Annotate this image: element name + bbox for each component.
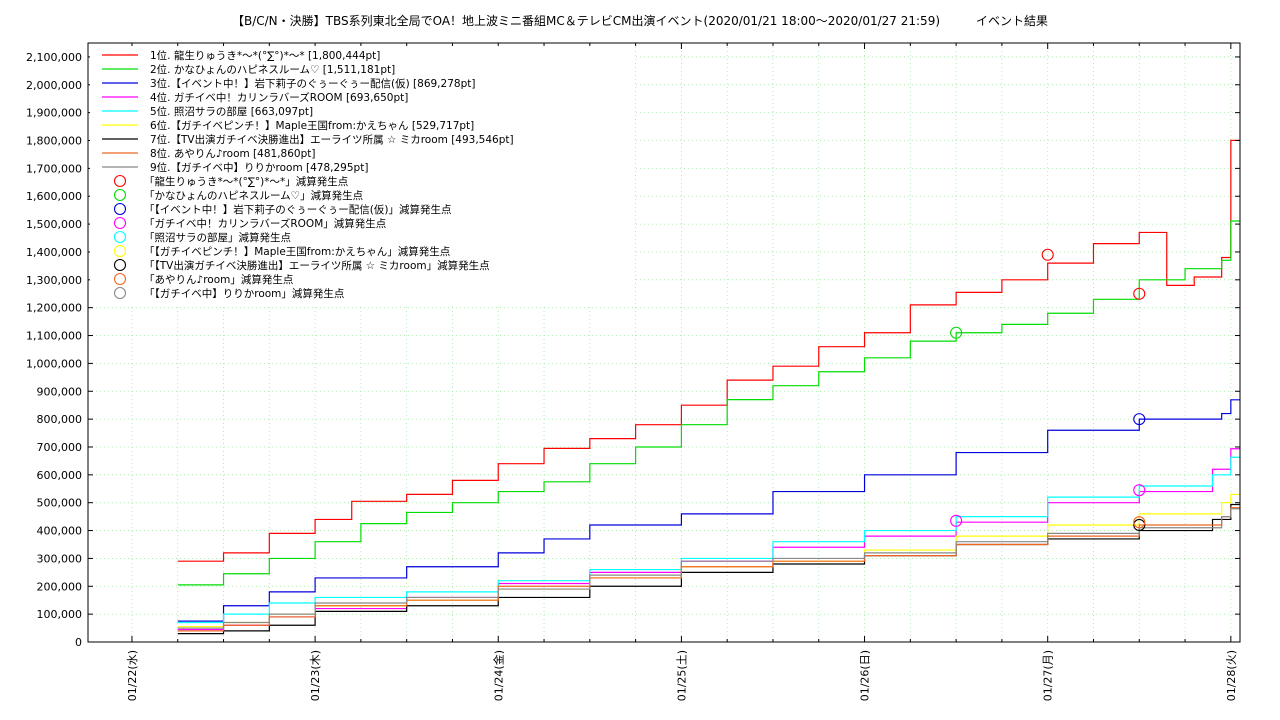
legend-marker-2: [113, 188, 127, 202]
y-tick-label: 1,200,000: [26, 302, 82, 315]
legend-label: 8位. あやりん♪room [481,860pt]: [150, 147, 315, 160]
legend-label: 1位. 龍生りゅうき*〜*(°∑°)*〜* [1,800,444pt]: [150, 49, 380, 62]
y-tick-label: 800,000: [37, 413, 83, 426]
legend-marker-9: [113, 286, 127, 300]
y-tick-label: 500,000: [37, 497, 83, 510]
y-tick-label: 0: [75, 636, 82, 649]
legend-marker-1: [113, 174, 127, 188]
drop-point-marker-7: [1133, 518, 1146, 532]
legend-label: 3位.【イベント中！】岩下莉子のぐぅーぐぅー配信(仮) [869,278pt]: [150, 77, 475, 90]
legend-label: 7位.【TV出演ガチイベ決勝進出】エーライツ所属 ☆ ミカroom [493,5…: [150, 133, 514, 146]
legend-label: 「あやりん♪room」減算発生点: [144, 273, 293, 286]
y-tick-label: 900,000: [37, 385, 83, 398]
drop-point-marker-3: [1133, 413, 1146, 426]
series-line-1: [177, 139, 1240, 562]
y-axis: 0 100,000 200,000 300,000 400,000 500,000 600,…: [26, 51, 1240, 649]
x-axis: 01/22(水) 01/23(木) 01/24(金) 01/25(土) 01/26(日)…: [126, 43, 1238, 701]
legend-background: [90, 46, 635, 304]
y-tick-label: 100,000: [37, 608, 83, 621]
legend-label: 「【ガチイベ中】りりかroom」減算発生点: [144, 287, 344, 300]
legend-label: 6位.【ガチイベピンチ！】Maple王国from:かえちゃん [529,717p…: [150, 119, 474, 132]
y-tick-label: 1,900,000: [26, 107, 82, 120]
y-tick-label: 600,000: [37, 469, 83, 482]
y-tick-label: 1,600,000: [26, 190, 82, 203]
legend-label: 「ガチイベ中！カリンラバーズROOM」減算発生点: [144, 217, 386, 230]
legend-label: 「龍生りゅうき*〜*(°∑°)*〜*」減算発生点: [144, 175, 348, 188]
legend-marker-8: [113, 272, 127, 286]
legend-label: 5位. 照沼サラの部屋 [663,097pt]: [150, 105, 313, 118]
series-line-5: [177, 456, 1240, 624]
series-line-7: [177, 503, 1240, 635]
series-line-9: [177, 508, 1240, 629]
x-tick-label: 01/28(火): [1225, 650, 1238, 701]
plot-frame: [87, 42, 1241, 643]
drop-point-markers: [950, 248, 1146, 532]
y-tick-label: 700,000: [37, 441, 83, 454]
chart-title: 【B/C/N・決勝】TBS系列東北全局でOA！地上波ミニ番組MC＆テレビCM出演…: [231, 14, 1049, 28]
legend-label: 「【TV出演ガチイベ決勝進出】エーライツ所属 ☆ ミカroom」減算発生点: [144, 259, 490, 272]
drop-point-marker-4: [1133, 484, 1146, 497]
y-tick-label: 2,100,000: [26, 51, 82, 64]
drop-point-marker-4: [950, 514, 963, 527]
legend-label: 「かなひょんのハピネスルーム♡」減算発生点: [144, 189, 363, 202]
y-tick-label: 1,300,000: [26, 274, 82, 287]
series-line-3: [177, 399, 1240, 622]
legend-label: 9位.【ガチイベ中】りりかroom [478,295pt]: [150, 161, 368, 174]
y-tick-label: 1,700,000: [26, 162, 82, 175]
legend: 1位. 龍生りゅうき*〜*(°∑°)*〜* [1,800,444pt]2位. か…: [90, 46, 635, 304]
y-tick-label: 400,000: [37, 525, 83, 538]
y-tick-label: 300,000: [37, 552, 83, 565]
y-tick-label: 200,000: [37, 580, 83, 593]
y-tick-label: 1,800,000: [26, 135, 82, 148]
drop-point-marker-1: [1133, 287, 1146, 300]
x-tick-label: 01/24(金): [491, 650, 505, 701]
x-tick-label: 01/26(日): [859, 650, 872, 701]
x-tick-label: 01/27(月): [1042, 650, 1055, 701]
legend-marker-4: [113, 216, 127, 230]
drop-point-marker-8: [1133, 516, 1146, 529]
legend-label: 「【ガチイベピンチ！】Maple王国from:かえちゃん」減算発生点: [144, 245, 450, 258]
drop-point-marker-2: [950, 326, 963, 339]
legend-label: 4位. ガチイベ中！カリンラバーズROOM [693,650pt]: [150, 91, 408, 104]
y-tick-label: 1,000,000: [26, 357, 82, 370]
drop-point-marker-1: [1041, 248, 1054, 261]
x-tick-label: 01/23(木): [309, 650, 322, 701]
y-tick-label: 1,100,000: [26, 330, 82, 343]
legend-label: 2位. かなひょんのハピネスルーム♡ [1,511,181pt]: [150, 63, 395, 76]
y-tick-label: 2,000,000: [26, 79, 82, 92]
legend-marker-3: [113, 202, 127, 216]
legend-marker-5: [113, 230, 127, 244]
legend-label: 「照沼サラの部屋」減算発生点: [144, 231, 291, 244]
y-tick-label: 1,500,000: [26, 218, 82, 231]
legend-marker-7: [113, 258, 127, 272]
x-tick-label: 01/25(土): [675, 650, 688, 701]
x-tick-label: 01/22(水): [126, 650, 139, 701]
legend-marker-6: [113, 244, 127, 258]
y-tick-label: 1,400,000: [26, 246, 82, 259]
series-line-8: [177, 507, 1240, 632]
series-line-2: [177, 220, 1240, 586]
legend-label: 「【イベント中！】岩下莉子のぐぅーぐぅー配信(仮)」減算発生点: [144, 203, 451, 216]
series-lines: [177, 139, 1240, 635]
